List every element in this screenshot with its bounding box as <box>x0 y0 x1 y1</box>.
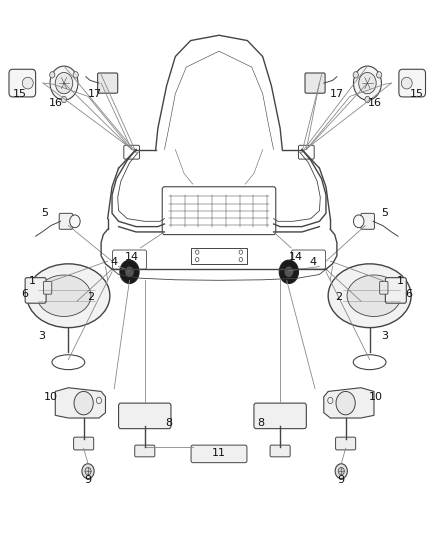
FancyBboxPatch shape <box>305 73 325 93</box>
Text: 6: 6 <box>406 289 413 299</box>
Text: 9: 9 <box>338 475 345 485</box>
Circle shape <box>61 96 67 103</box>
Bar <box>191 248 247 264</box>
Text: 4: 4 <box>111 257 118 267</box>
FancyBboxPatch shape <box>25 278 46 303</box>
FancyBboxPatch shape <box>74 437 94 450</box>
Circle shape <box>74 391 93 415</box>
Text: 6: 6 <box>21 289 28 299</box>
Text: 1: 1 <box>397 276 404 286</box>
FancyBboxPatch shape <box>191 445 247 463</box>
FancyBboxPatch shape <box>380 281 388 294</box>
Text: 4: 4 <box>309 257 316 267</box>
Circle shape <box>353 215 364 228</box>
Ellipse shape <box>22 77 33 89</box>
Text: 2: 2 <box>336 292 343 302</box>
Ellipse shape <box>328 264 411 328</box>
Text: 5: 5 <box>41 208 48 219</box>
Polygon shape <box>324 387 374 418</box>
FancyBboxPatch shape <box>43 281 52 294</box>
Text: 16: 16 <box>49 98 63 108</box>
Text: 17: 17 <box>88 88 102 99</box>
Text: 11: 11 <box>212 448 226 457</box>
Circle shape <box>85 467 91 475</box>
Circle shape <box>353 71 358 78</box>
Text: 8: 8 <box>257 418 264 429</box>
Ellipse shape <box>401 77 412 89</box>
Text: 10: 10 <box>44 392 58 402</box>
Circle shape <box>377 71 382 78</box>
FancyBboxPatch shape <box>270 445 290 457</box>
Ellipse shape <box>27 264 110 328</box>
Text: 5: 5 <box>381 208 389 219</box>
Circle shape <box>49 71 55 78</box>
Text: 3: 3 <box>39 330 46 341</box>
Text: 14: 14 <box>288 252 303 262</box>
Text: 9: 9 <box>85 475 92 485</box>
Circle shape <box>55 72 73 94</box>
Polygon shape <box>55 387 106 418</box>
Circle shape <box>365 96 370 103</box>
Circle shape <box>70 215 80 228</box>
Text: 2: 2 <box>87 292 94 302</box>
FancyBboxPatch shape <box>399 69 426 97</box>
Circle shape <box>120 260 139 284</box>
Text: 8: 8 <box>165 418 172 429</box>
Ellipse shape <box>347 275 401 317</box>
Circle shape <box>82 464 94 479</box>
Text: 3: 3 <box>381 330 389 341</box>
Circle shape <box>359 72 376 94</box>
Text: 14: 14 <box>125 252 139 262</box>
Circle shape <box>285 266 293 277</box>
Text: 17: 17 <box>330 88 344 99</box>
Circle shape <box>73 71 78 78</box>
Ellipse shape <box>37 275 91 317</box>
Circle shape <box>125 266 134 277</box>
FancyBboxPatch shape <box>59 213 73 229</box>
FancyBboxPatch shape <box>119 403 171 429</box>
FancyBboxPatch shape <box>385 278 406 303</box>
Text: 15: 15 <box>12 88 26 99</box>
Circle shape <box>335 464 347 479</box>
FancyBboxPatch shape <box>98 73 118 93</box>
Circle shape <box>338 467 344 475</box>
Circle shape <box>279 260 298 284</box>
FancyBboxPatch shape <box>9 69 35 97</box>
Circle shape <box>50 66 78 100</box>
FancyBboxPatch shape <box>361 213 374 229</box>
Text: 15: 15 <box>410 88 424 99</box>
Text: 1: 1 <box>28 276 35 286</box>
FancyBboxPatch shape <box>336 437 356 450</box>
Text: 10: 10 <box>369 392 383 402</box>
Circle shape <box>353 66 381 100</box>
Text: 16: 16 <box>368 98 382 108</box>
FancyBboxPatch shape <box>254 403 306 429</box>
Circle shape <box>336 391 355 415</box>
FancyBboxPatch shape <box>135 445 155 457</box>
